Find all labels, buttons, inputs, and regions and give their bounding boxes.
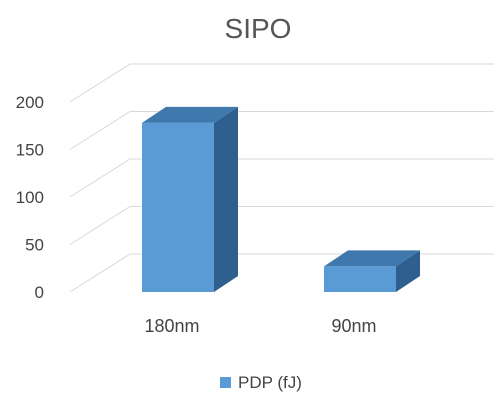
bar-side <box>396 250 420 292</box>
legend-label: PDP (fJ) <box>238 373 302 392</box>
gridline <box>69 63 494 103</box>
y-tick-label: 150 <box>16 141 44 160</box>
gridline <box>69 206 494 245</box>
x-axis-labels: 180nm 90nm <box>144 316 376 336</box>
y-tick-label: 0 <box>35 283 44 302</box>
gridline <box>69 253 494 293</box>
bar-front <box>324 266 396 292</box>
bar-top <box>324 250 420 267</box>
gridlines <box>69 63 494 293</box>
legend-swatch <box>220 377 231 388</box>
bar-side <box>214 106 238 293</box>
bar-top <box>142 106 238 123</box>
x-category-label: 180nm <box>144 316 199 336</box>
legend: PDP (fJ) <box>220 373 302 392</box>
gridline <box>69 111 494 150</box>
y-tick-label: 100 <box>16 188 44 207</box>
bars <box>142 106 420 293</box>
y-axis-ticks: 0 50 100 150 200 <box>16 93 44 302</box>
chart-title: SIPO <box>225 13 292 44</box>
x-category-label: 90nm <box>331 316 376 336</box>
y-tick-label: 200 <box>16 93 44 112</box>
bar-90nm <box>324 250 420 292</box>
bar-front <box>142 122 214 293</box>
y-tick-label: 50 <box>25 236 44 255</box>
gridline <box>69 158 494 198</box>
bar-180nm <box>142 106 238 293</box>
